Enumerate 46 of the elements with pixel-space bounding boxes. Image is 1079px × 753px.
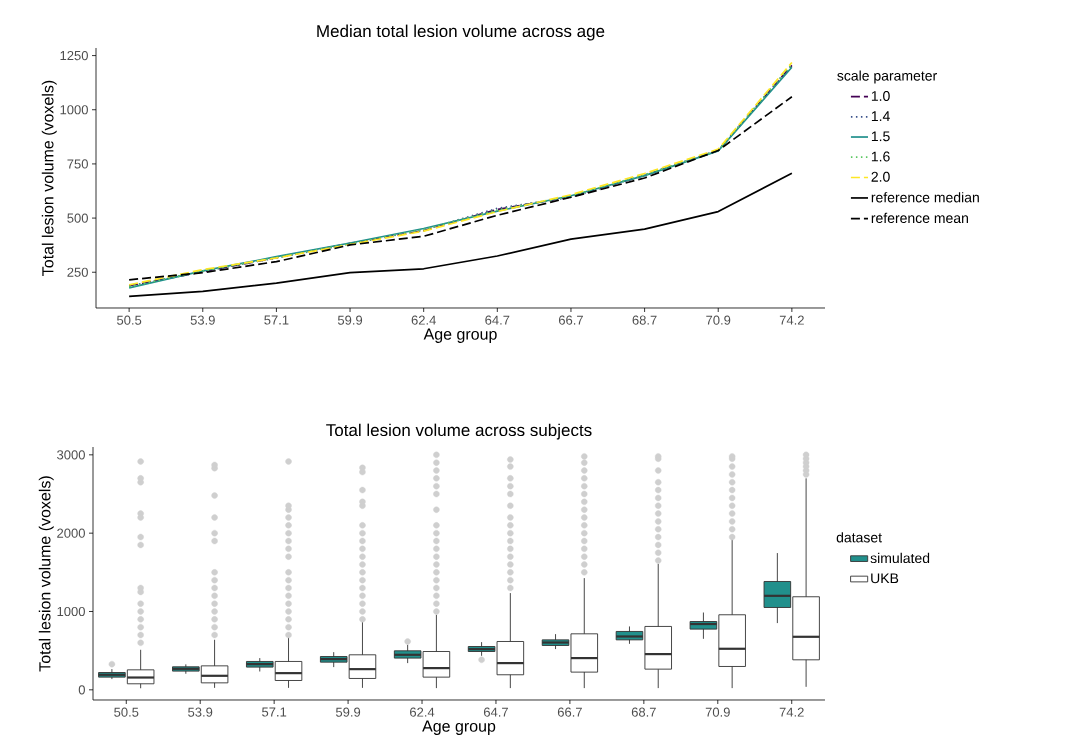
x-tick-label: 66.7 xyxy=(558,315,583,325)
y-axis-title: Total lesion volume (voxels) xyxy=(41,80,57,276)
legend-label: 1.0 xyxy=(871,91,890,101)
legend-label: reference median xyxy=(871,192,979,203)
x-tick-label: 59.9 xyxy=(335,707,361,717)
chart-title: Total lesion volume across subjects xyxy=(326,423,592,440)
x-tick-label: 68.7 xyxy=(632,315,657,325)
y-tick-label: 1000 xyxy=(60,105,88,115)
x-tick-label: 53.9 xyxy=(188,707,213,717)
x-tick-label: 64.7 xyxy=(485,315,510,325)
legend-label: UKB xyxy=(871,573,899,584)
x-tick-label: 57.1 xyxy=(262,707,287,717)
x-tick-label: 70.9 xyxy=(706,315,731,325)
legend-title: dataset xyxy=(836,532,882,543)
legend-label: 1.6 xyxy=(871,151,890,162)
x-axis-title: Age group xyxy=(422,720,496,735)
x-tick-label: 62.4 xyxy=(411,315,436,325)
y-tick-label: 750 xyxy=(67,159,88,169)
y-axis-title: Total lesion volume (voxels) xyxy=(38,476,54,672)
legend-label: 2.0 xyxy=(871,171,890,182)
x-tick-label: 50.5 xyxy=(114,707,139,717)
y-tick-label: 0 xyxy=(78,685,85,695)
x-tick-label: 57.1 xyxy=(264,315,289,325)
legend-label: reference mean xyxy=(871,212,968,224)
legend-title: scale parameter xyxy=(837,70,937,84)
y-tick-label: 2000 xyxy=(57,528,85,538)
x-tick-label: 62.4 xyxy=(410,707,435,717)
y-tick-label: 500 xyxy=(67,213,88,223)
y-tick-label: 250 xyxy=(67,267,88,277)
legend-label: simulated xyxy=(870,552,930,564)
y-tick-label: 3000 xyxy=(57,450,85,460)
x-tick-label: 70.9 xyxy=(705,707,730,717)
x-axis-title: Age group xyxy=(423,328,497,343)
legend-label: 1.4 xyxy=(871,111,890,121)
chart-title: Median total lesion volume across age xyxy=(317,24,605,41)
y-tick-label: 1250 xyxy=(60,50,88,61)
x-tick-label: 68.7 xyxy=(631,707,656,717)
x-tick-label: 53.9 xyxy=(190,315,215,325)
x-tick-label: 74.2 xyxy=(779,707,804,717)
y-tick-label: 1000 xyxy=(57,606,85,617)
x-tick-label: 59.9 xyxy=(337,315,363,325)
x-tick-label: 74.2 xyxy=(779,315,804,325)
x-tick-label: 64.7 xyxy=(483,707,508,717)
x-tick-label: 50.5 xyxy=(117,315,142,325)
x-tick-label: 66.7 xyxy=(557,707,582,717)
legend-label: 1.5 xyxy=(871,131,890,142)
